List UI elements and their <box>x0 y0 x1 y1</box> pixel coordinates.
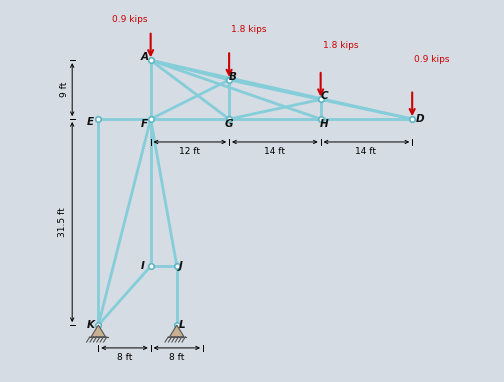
Text: 1.8 kips: 1.8 kips <box>323 41 358 50</box>
Text: 8 ft: 8 ft <box>169 353 184 362</box>
Text: 14 ft: 14 ft <box>355 147 378 156</box>
Text: I: I <box>141 261 145 271</box>
Text: K: K <box>87 320 95 330</box>
Text: B: B <box>229 71 237 82</box>
Text: G: G <box>225 119 233 129</box>
Text: L: L <box>179 320 185 330</box>
Text: D: D <box>416 114 424 124</box>
Text: E: E <box>87 117 94 127</box>
Text: F: F <box>141 119 148 129</box>
Text: 0.9 kips: 0.9 kips <box>414 55 450 63</box>
Polygon shape <box>170 325 184 337</box>
Text: 8 ft: 8 ft <box>117 353 132 362</box>
Text: J: J <box>179 261 182 271</box>
Text: 9 ft: 9 ft <box>60 82 69 97</box>
Text: H: H <box>320 119 329 129</box>
Text: 1.8 kips: 1.8 kips <box>231 25 267 34</box>
Text: 14 ft: 14 ft <box>264 147 286 156</box>
Text: C: C <box>321 91 329 101</box>
Text: A: A <box>141 52 149 62</box>
Polygon shape <box>91 325 105 337</box>
Text: 12 ft: 12 ft <box>178 147 201 156</box>
Text: 0.9 kips: 0.9 kips <box>112 15 147 24</box>
Text: 31.5 ft: 31.5 ft <box>58 207 67 237</box>
